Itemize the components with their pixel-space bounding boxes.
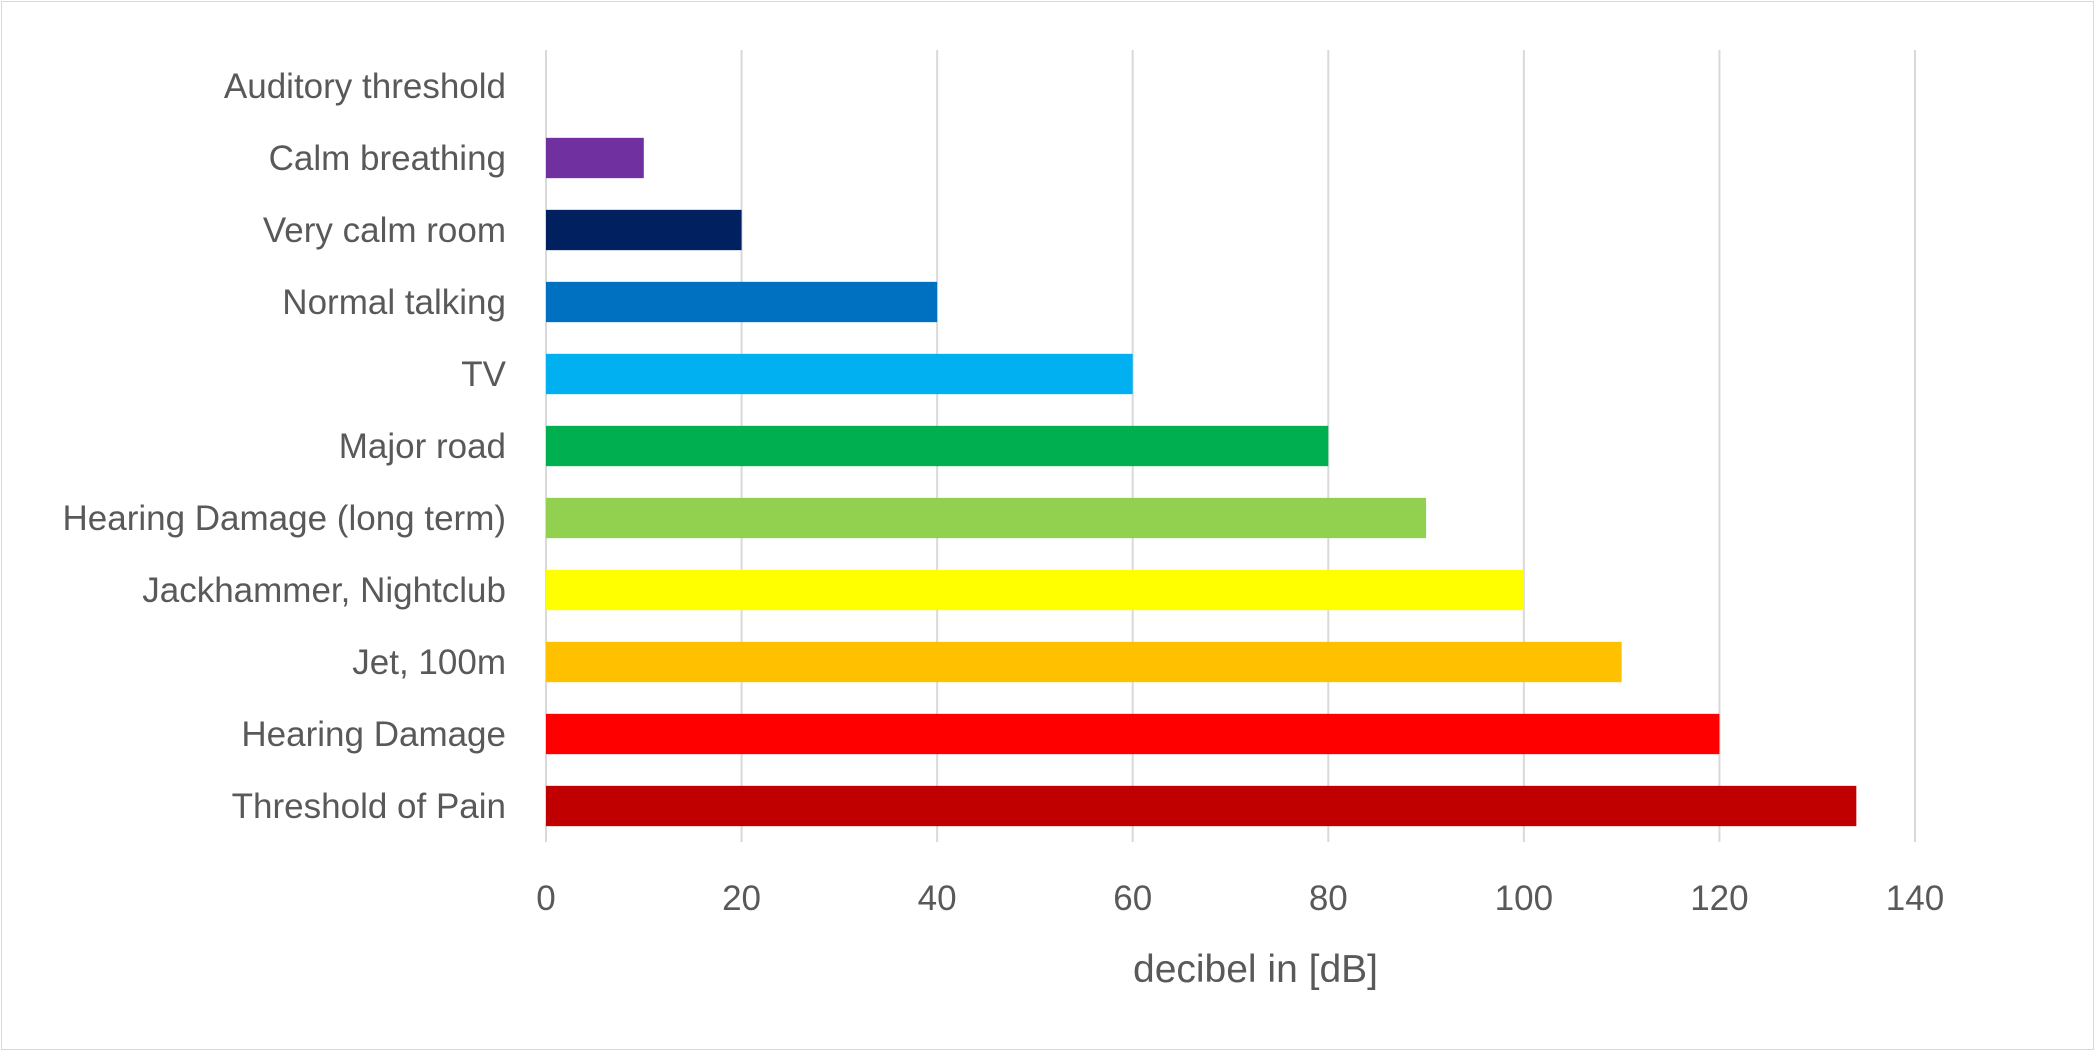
- x-tick-label: 60: [1113, 879, 1152, 918]
- category-label: Jackhammer, Nightclub: [142, 571, 506, 610]
- bar: [546, 569, 1524, 611]
- bar: [546, 785, 1857, 827]
- category-label: Major road: [339, 427, 506, 466]
- bar: [546, 641, 1622, 683]
- category-label: Jet, 100m: [352, 643, 506, 682]
- x-tick-label: 20: [722, 879, 761, 918]
- category-label: Auditory threshold: [224, 67, 506, 106]
- category-labels: Auditory threshold Calm breathing Very cal…: [62, 67, 506, 826]
- bar: [546, 281, 938, 323]
- category-label: Hearing Damage: [241, 715, 506, 754]
- category-label: Hearing Damage (long term): [62, 499, 506, 538]
- category-label: Normal talking: [282, 283, 506, 322]
- category-label: Very calm room: [263, 211, 506, 250]
- bars: [546, 137, 1857, 827]
- x-tick-label: 120: [1690, 879, 1748, 918]
- x-tick-labels: 0 20 40 60 80 100 120 140: [536, 879, 1944, 918]
- bar: [546, 209, 742, 251]
- x-tick-label: 140: [1886, 879, 1944, 918]
- bar: [546, 137, 644, 179]
- x-tick-label: 100: [1495, 879, 1553, 918]
- bar: [546, 713, 1720, 755]
- bar: [546, 425, 1329, 467]
- x-tick-label: 0: [536, 879, 555, 918]
- bar: [546, 497, 1427, 539]
- x-tick-label: 40: [918, 879, 957, 918]
- x-axis-title: decibel in [dB]: [1133, 948, 1378, 991]
- bar: [546, 353, 1133, 395]
- gridlines: [545, 50, 1916, 842]
- category-label: Threshold of Pain: [232, 787, 506, 826]
- category-label: TV: [461, 355, 506, 394]
- category-label: Calm breathing: [269, 139, 506, 178]
- x-tick-label: 80: [1309, 879, 1348, 918]
